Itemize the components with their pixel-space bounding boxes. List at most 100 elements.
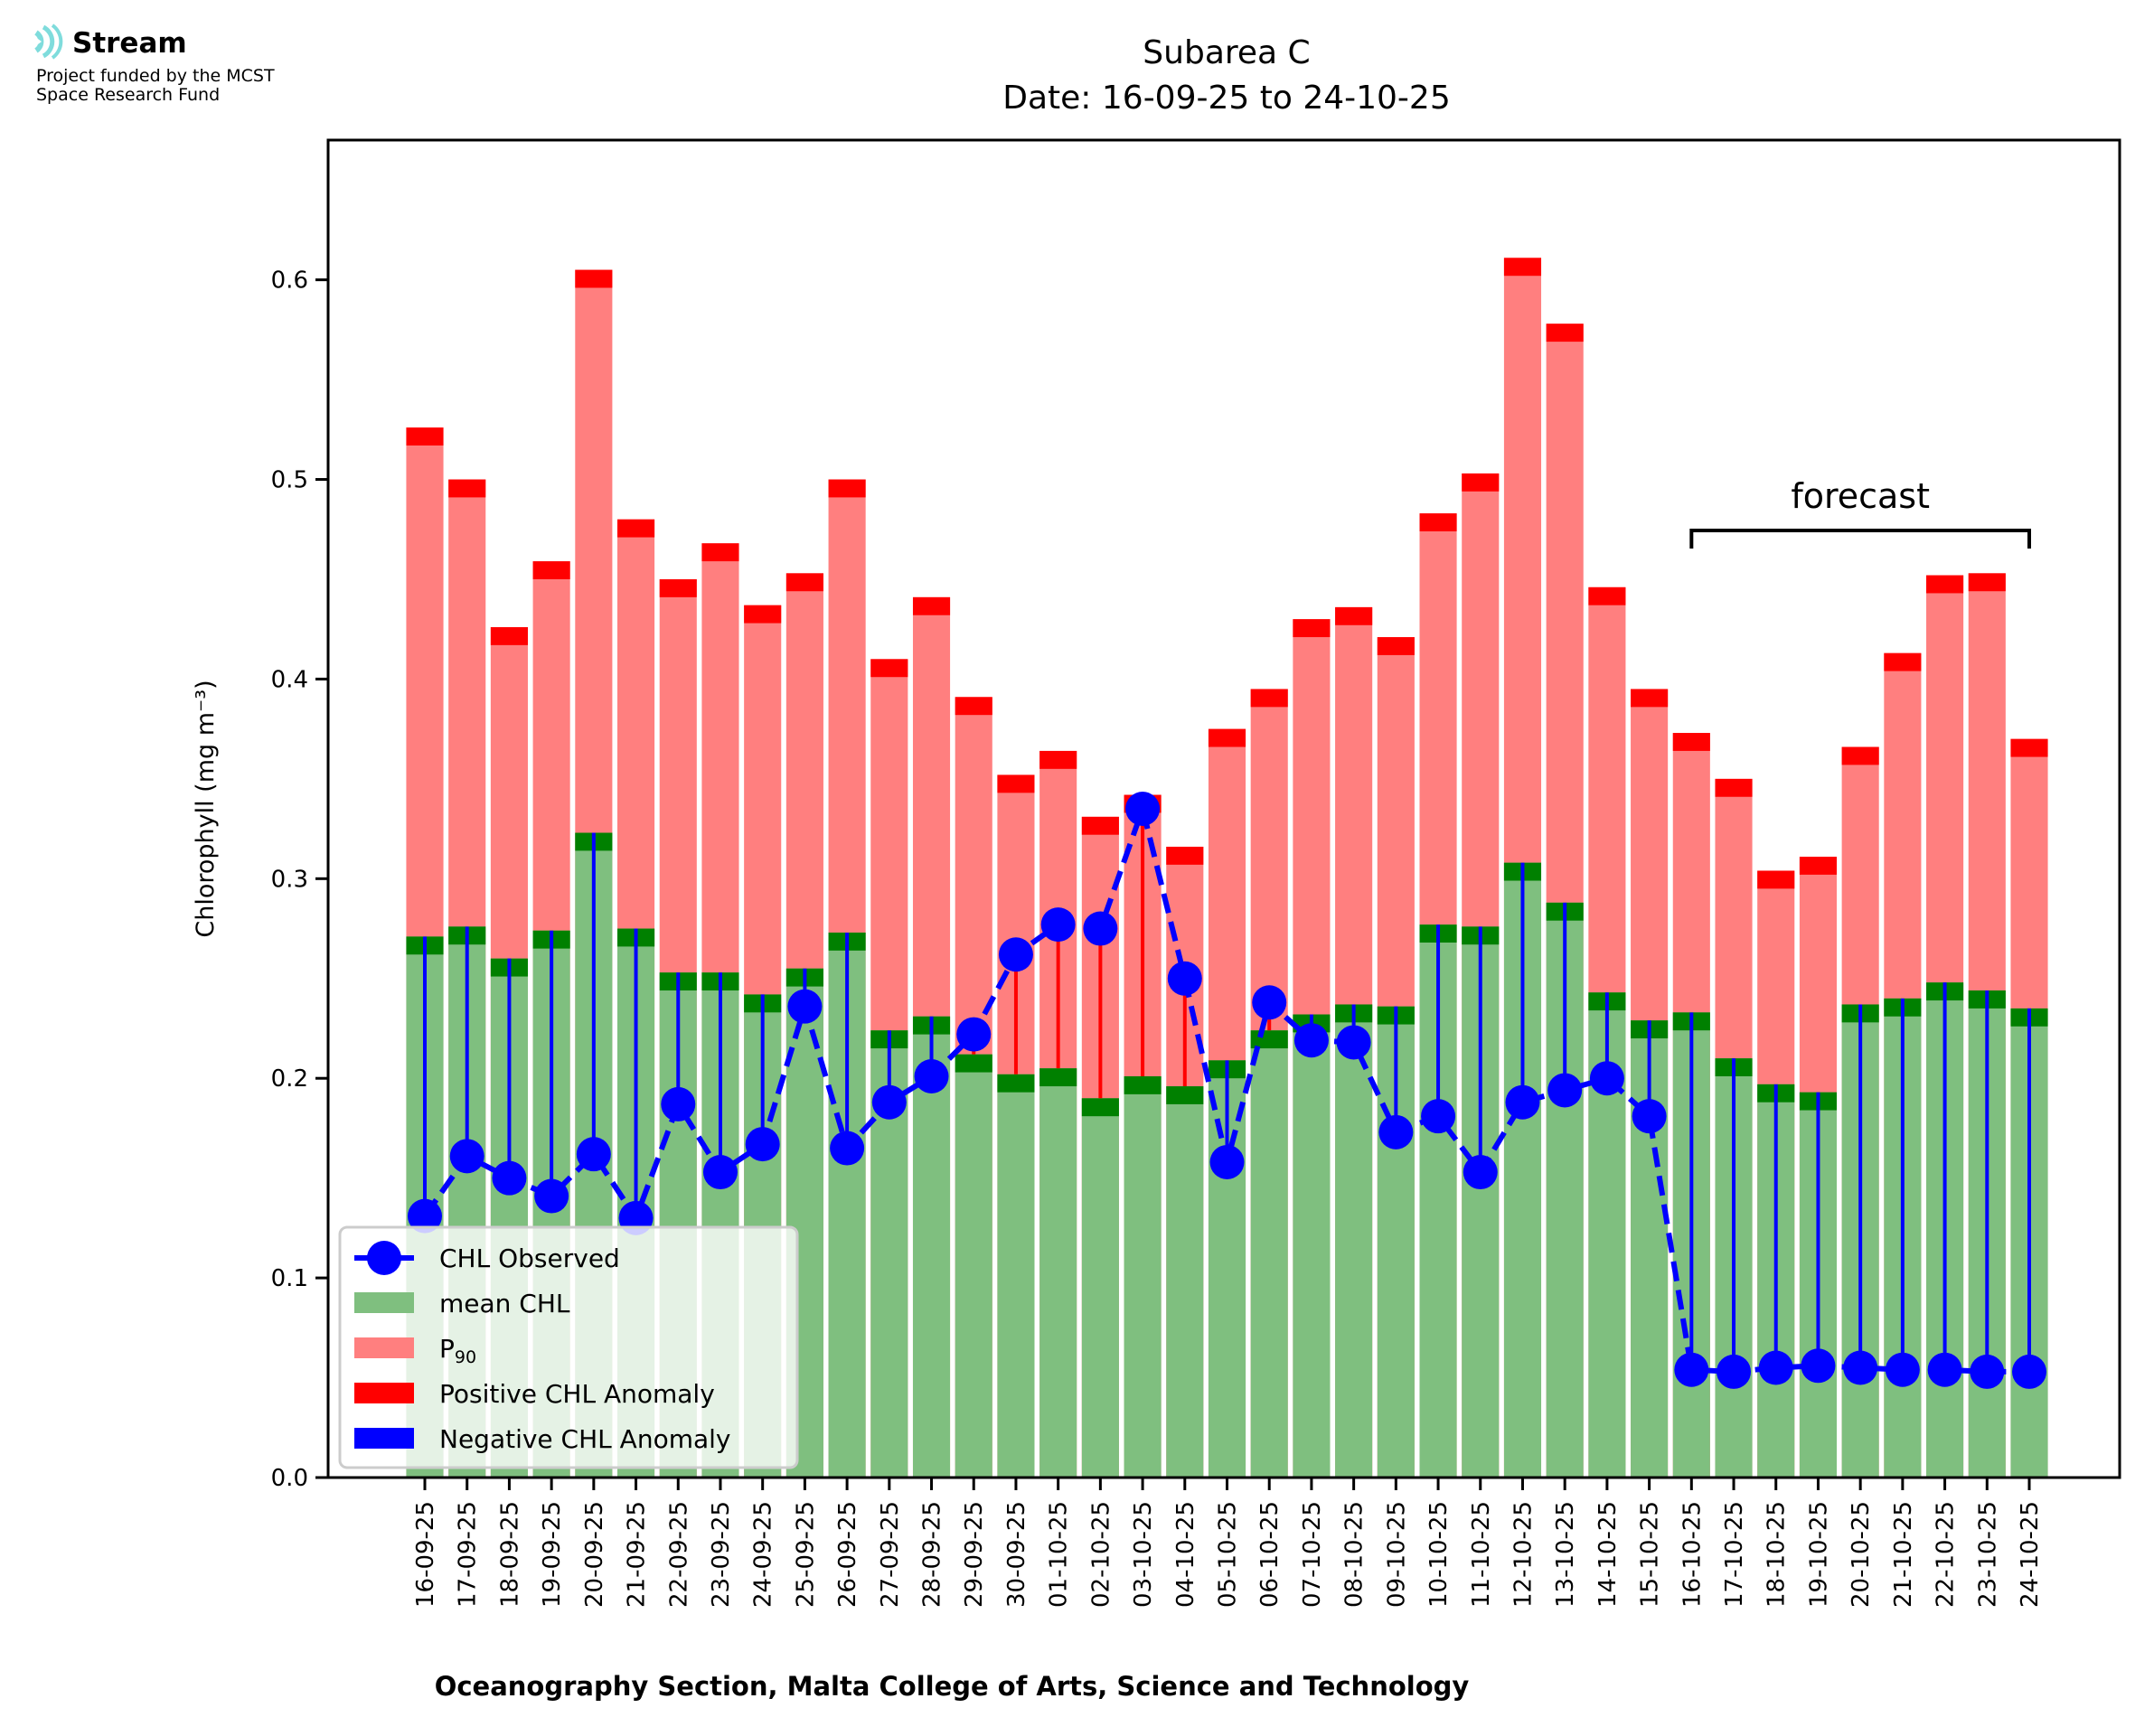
y-tick-label: 0.5 <box>271 467 308 494</box>
observed-point <box>2012 1354 2046 1389</box>
x-tick-label: 16-09-25 <box>412 1501 439 1608</box>
observed-point <box>871 1084 907 1120</box>
observed-point <box>914 1059 949 1093</box>
x-tick-label: 22-09-25 <box>665 1501 692 1608</box>
observed-point <box>1505 1084 1540 1120</box>
mean-cap <box>1166 1086 1204 1104</box>
p90-cap <box>1715 778 1753 797</box>
mean-bar <box>1081 1098 1119 1478</box>
logo-funding-text: Project funded by the MCST Space Researc… <box>36 67 275 105</box>
anomaly-stems-layer <box>423 809 2031 1372</box>
logo-line-2: Space Research Fund <box>36 85 221 105</box>
mean-cap <box>997 1074 1035 1093</box>
x-tick-label: 23-10-25 <box>1974 1501 2001 1608</box>
x-axis: 16-09-25 17-09-25 18-09-25 19-09-25 20-09-25… <box>412 1478 2044 1608</box>
observed-point <box>956 1017 992 1052</box>
y-axis-label: Chlorophyll (mg m⁻³) <box>192 680 220 937</box>
p90-cap <box>532 561 570 579</box>
observed-point <box>1717 1354 1752 1389</box>
observed-line-layer <box>408 792 2046 1389</box>
observed-point <box>830 1131 865 1166</box>
observed-point <box>1970 1354 2005 1389</box>
p90-cap <box>575 269 613 288</box>
legend-label: mean CHL <box>439 1289 570 1318</box>
observed-point <box>1125 792 1161 826</box>
p90-cap <box>406 427 444 446</box>
observed-point <box>1589 1061 1624 1096</box>
x-tick-label: 04-10-25 <box>1172 1501 1199 1608</box>
legend-patch-swatch <box>354 1292 414 1313</box>
p90-cap <box>1293 619 1331 638</box>
mean-bar <box>997 1074 1035 1478</box>
logo-brand: Stream <box>72 27 187 60</box>
p90-cap <box>617 519 655 538</box>
p90-cap <box>870 659 908 678</box>
x-tick-label: 16-10-25 <box>1679 1501 1706 1608</box>
legend-marker-swatch <box>367 1241 401 1275</box>
x-tick-label: 22-10-25 <box>1933 1501 1960 1608</box>
observed-point <box>1801 1348 1836 1384</box>
observed-point <box>702 1155 738 1190</box>
p90-cap <box>1462 473 1500 492</box>
p90-cap <box>1335 606 1373 625</box>
p90-cap <box>1166 846 1204 865</box>
y-tick-label: 0.0 <box>271 1465 308 1492</box>
observed-point <box>1758 1350 1793 1385</box>
observed-point <box>492 1160 527 1196</box>
mean-bar <box>1124 1076 1162 1478</box>
x-tick-label: 26-09-25 <box>834 1501 861 1608</box>
p90-cap <box>1631 689 1669 708</box>
forecast-label: forecast <box>1791 476 1930 516</box>
observed-point <box>1252 985 1287 1020</box>
legend-label: Positive CHL Anomaly <box>439 1379 715 1409</box>
x-tick-label: 07-10-25 <box>1299 1501 1326 1608</box>
x-tick-label: 14-10-25 <box>1594 1501 1622 1608</box>
mean-cap <box>955 1054 992 1073</box>
x-tick-label: 18-10-25 <box>1764 1501 1791 1608</box>
x-tick-label: 11-10-25 <box>1468 1501 1495 1608</box>
p90-cap <box>1039 750 1077 769</box>
observed-point <box>1674 1352 1709 1387</box>
p90-cap <box>828 479 866 498</box>
x-tick-label: 24-09-25 <box>750 1501 777 1608</box>
x-tick-label: 21-09-25 <box>624 1501 651 1608</box>
p90-cap <box>1377 637 1415 655</box>
x-tick-label: 17-10-25 <box>1721 1501 1748 1608</box>
legend-patch-swatch <box>354 1383 414 1403</box>
y-tick-label: 0.6 <box>271 267 308 295</box>
mean-bar <box>1335 1004 1373 1478</box>
y-tick-label: 0.3 <box>271 866 308 893</box>
p90-cap <box>744 605 782 624</box>
p90-cap <box>1419 513 1457 531</box>
mean-bar <box>1166 1086 1204 1478</box>
observed-point <box>1083 911 1118 946</box>
p90-cap <box>490 626 528 645</box>
mean-cap <box>1124 1076 1162 1094</box>
x-tick-label: 18-09-25 <box>496 1501 523 1608</box>
x-tick-label: 27-09-25 <box>877 1501 904 1608</box>
stream-waves-icon <box>34 23 63 60</box>
x-tick-label: 28-09-25 <box>919 1501 946 1608</box>
x-tick-label: 21-10-25 <box>1890 1501 1917 1608</box>
forecast-annotation: forecast <box>1689 476 2031 549</box>
p90-cap <box>701 543 739 562</box>
p90-cap <box>1968 573 2006 592</box>
legend-label-subscript: 90 <box>455 1347 476 1367</box>
x-tick-label: 08-10-25 <box>1341 1501 1369 1608</box>
x-tick-label: 05-10-25 <box>1215 1501 1242 1608</box>
mean-bar <box>1250 1030 1288 1478</box>
observed-point <box>745 1127 780 1162</box>
mean-cap <box>1039 1068 1077 1087</box>
p90-cap <box>1250 689 1288 708</box>
x-tick-label: 10-10-25 <box>1425 1501 1453 1608</box>
x-tick-label: 12-10-25 <box>1510 1501 1537 1608</box>
p90-cap <box>912 596 951 615</box>
x-tick-label: 01-10-25 <box>1046 1501 1073 1608</box>
p90-cap <box>1799 857 1837 875</box>
x-tick-label: 06-10-25 <box>1256 1501 1284 1608</box>
y-axis: 0.0 0.1 0.2 0.3 0.4 0.5 0.6 <box>271 267 328 1492</box>
mean-cap <box>1250 1030 1288 1049</box>
observed-point <box>1336 1025 1371 1060</box>
p90-cap <box>785 573 823 592</box>
x-tick-label: 19-09-25 <box>539 1501 566 1608</box>
